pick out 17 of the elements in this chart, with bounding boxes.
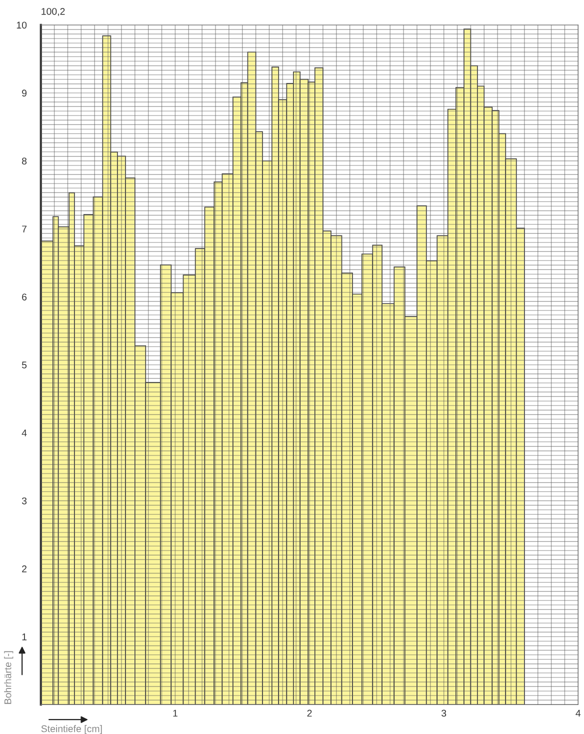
x-axis-title: Steintiefe [cm] <box>41 725 102 734</box>
y-tick-label: 10 <box>16 22 27 29</box>
y-tick-label: 3 <box>22 497 27 504</box>
x-tick-label: 2 <box>307 710 312 717</box>
text: 100,2 <box>42 8 65 16</box>
x-tick-label: 4 <box>576 710 581 717</box>
y-tick-label: 1 <box>22 634 27 640</box>
x-tick-label: 1 <box>173 710 178 717</box>
y-tick-label: 5 <box>22 362 27 368</box>
x-tick-label: 3 <box>442 710 446 717</box>
y-tick-label: 4 <box>22 430 27 436</box>
y-tick-label: 8 <box>22 158 27 165</box>
y-tick-label: 2 <box>22 565 27 572</box>
y-axis-title: Bohrhärte [-] <box>4 651 14 704</box>
y-tick-label: 7 <box>22 226 27 232</box>
y-tick-label: 9 <box>22 90 27 97</box>
y-tick-label: 6 <box>22 294 27 300</box>
